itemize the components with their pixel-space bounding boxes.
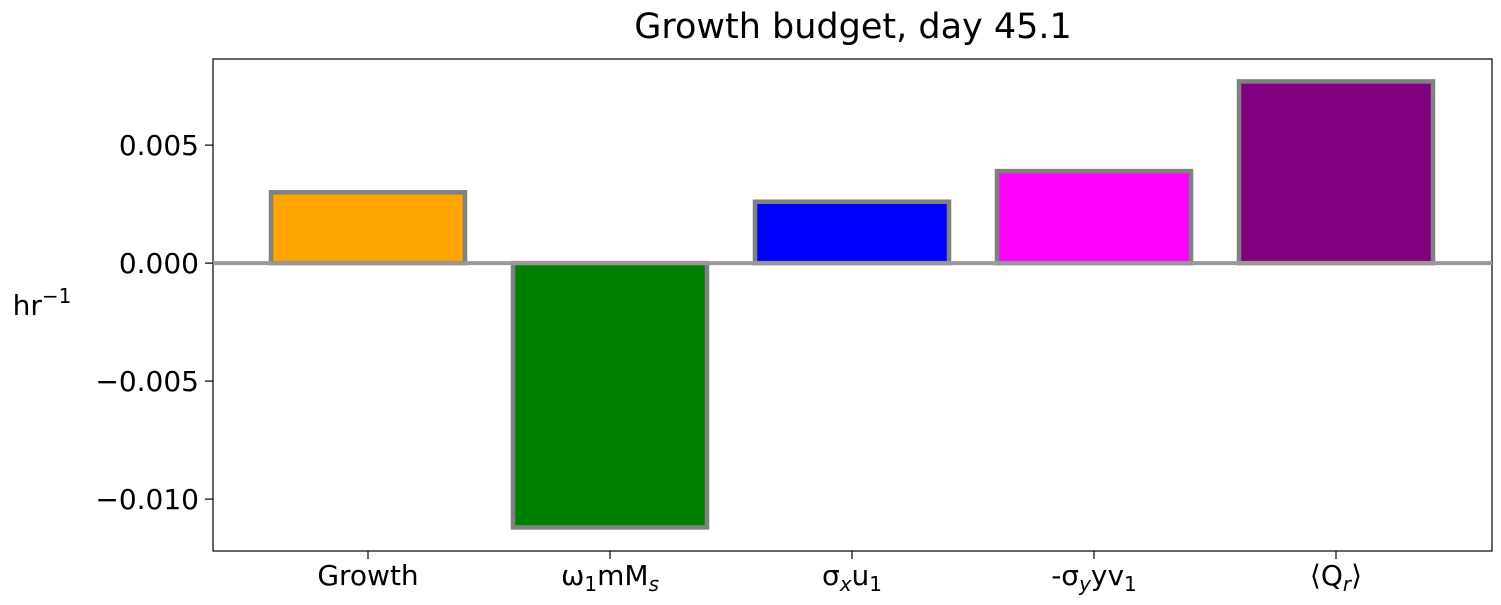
y-tick-label: 0.005 bbox=[119, 129, 199, 162]
bar bbox=[994, 168, 1194, 266]
x-tick-label: ω1mMs bbox=[561, 559, 659, 596]
x-tick-label: σxu1 bbox=[822, 559, 882, 596]
y-axis-label-exponent: −1 bbox=[42, 284, 71, 308]
y-tick-label: 0.000 bbox=[119, 247, 199, 280]
y-axis-label-unit: hr bbox=[13, 289, 43, 322]
bar bbox=[268, 190, 468, 266]
plot-area: 0.005 0.000 −0.005 −0.010 Growth ω1mMs σxu1 -σy… bbox=[95, 58, 1493, 596]
bar bbox=[1236, 79, 1436, 266]
y-tick-label: −0.010 bbox=[95, 483, 199, 516]
x-tick-label: ⟨Qr⟩ bbox=[1310, 559, 1362, 596]
chart-title: Growth budget, day 45.1 bbox=[634, 7, 1072, 47]
bar bbox=[752, 199, 952, 266]
y-axis-label: hr−1 bbox=[13, 284, 72, 322]
x-tick-label: -σyyv1 bbox=[1051, 559, 1137, 596]
bar bbox=[510, 260, 710, 530]
y-tick-label: −0.005 bbox=[95, 365, 199, 398]
x-tick-label: Growth bbox=[317, 559, 418, 592]
